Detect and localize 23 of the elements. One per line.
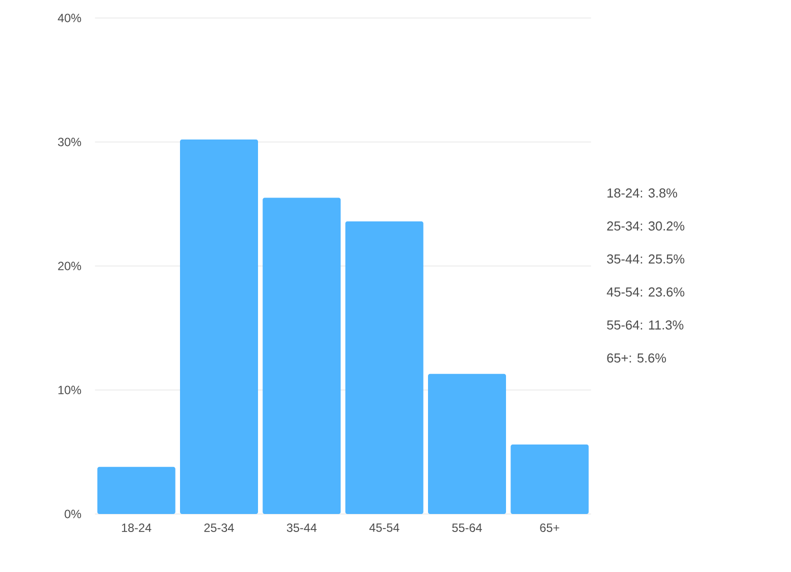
- y-tick-label: 0%: [64, 510, 82, 518]
- y-tick-label: 40%: [58, 14, 82, 22]
- bar: [428, 374, 506, 514]
- x-tick-label: 55-64: [452, 524, 482, 532]
- x-tick-label: 18-24: [122, 524, 152, 532]
- text: 45-54: 23.6%: [606, 287, 684, 297]
- x-tick-label: 25-34: [204, 524, 234, 532]
- bar: [510, 444, 589, 514]
- y-tick-label: 30%: [58, 138, 82, 146]
- y-tick-label: 10%: [58, 386, 82, 394]
- bar: [262, 198, 341, 514]
- x-tick-label: 35-44: [286, 524, 317, 532]
- text: 35-44: 25.5%: [607, 254, 684, 264]
- bar: [97, 466, 176, 514]
- bar: [180, 140, 258, 514]
- x-tick-label: 65+: [540, 524, 560, 532]
- text: 65+: 5.6%: [607, 353, 666, 363]
- bar: [345, 221, 424, 514]
- text: 18-24: 3.8%: [608, 188, 678, 198]
- text: 25-34: 30.2%: [607, 221, 684, 231]
- x-tick-label: 45-54: [369, 524, 400, 532]
- y-tick-label: 20%: [58, 262, 82, 270]
- text: 55-64: 11.3%: [607, 320, 684, 330]
